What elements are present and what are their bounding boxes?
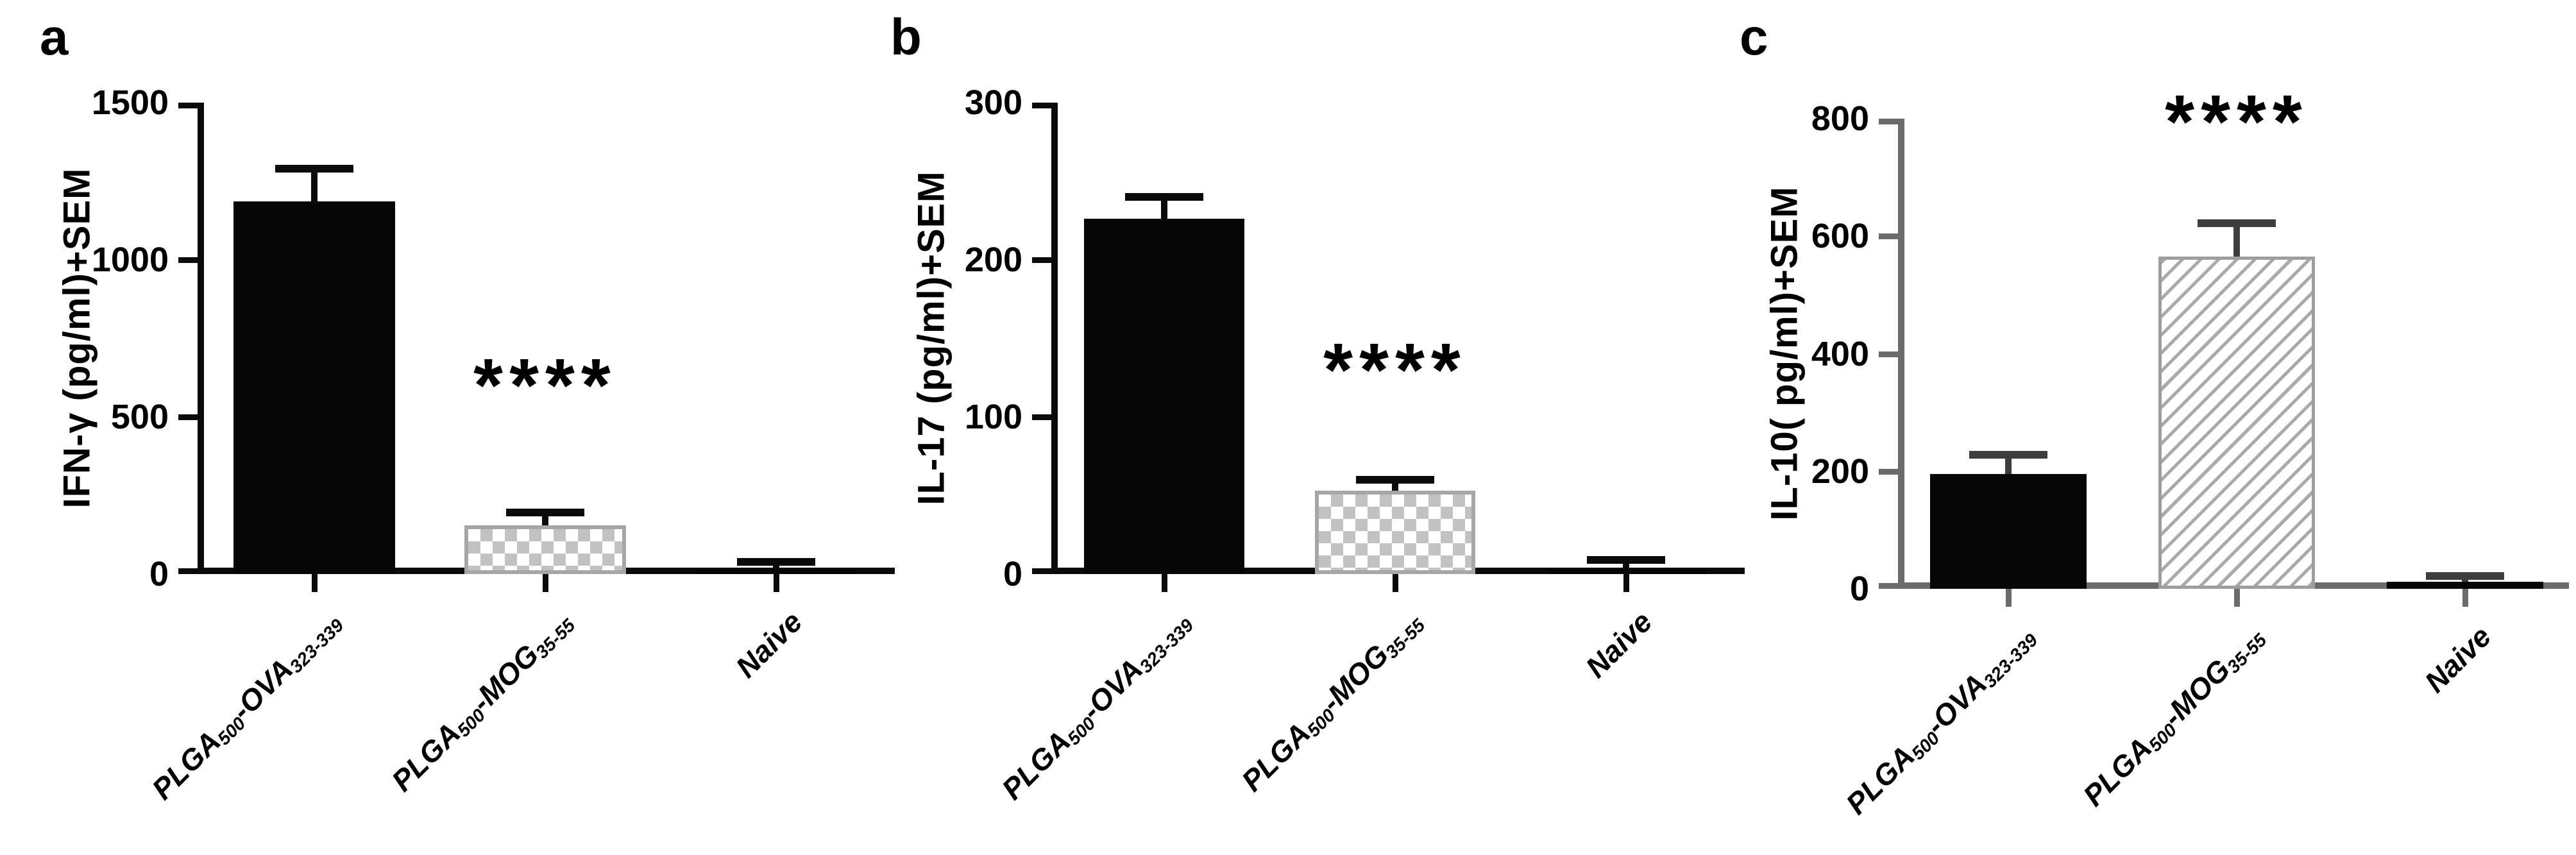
panel-c-category-label-1: PLGA500-MOG35-55 <box>2076 630 2271 813</box>
panel-b-x-tick-2 <box>1623 574 1629 592</box>
panel-b-y-tick-0 <box>1032 568 1051 574</box>
panel-a-bar-0 <box>233 201 395 574</box>
panel-b-y-tick-label-200: 200 <box>964 241 1022 279</box>
panel-a-y-tick-500 <box>178 414 198 420</box>
panel-b-plot-area: 0 100 200 300 PLGA500-OVA323-339 PLGA500-MOG3… <box>965 85 1745 806</box>
panel-b-y-tick-label-0: 0 <box>1003 555 1022 593</box>
panel-c-x-tick-2 <box>2462 589 2468 607</box>
panel-c-y-tick-label-600: 600 <box>1811 217 1869 256</box>
panel-c-significance-asterisks: **** <box>2165 79 2309 164</box>
panel-b-y-tick-label-300: 300 <box>964 83 1022 122</box>
panel-b-y-tick-100 <box>1032 414 1051 420</box>
panel-b-x-tick-1 <box>1393 574 1398 592</box>
panel-c-y-tick-200 <box>1879 468 1898 475</box>
panel-a-y-tick-1500 <box>178 103 198 108</box>
panel-c-error-stem-0 <box>2005 455 2012 475</box>
panel-a-y-tick-label-0: 0 <box>149 555 169 593</box>
panel-b-significance-asterisks: **** <box>1323 327 1467 412</box>
panel-c-bar-1 <box>2158 257 2315 589</box>
panel-a-letter: a <box>40 8 69 65</box>
panel-a-y-tick-label-1500: 1500 <box>91 83 169 122</box>
panel-b-bar-0 <box>1084 219 1244 574</box>
panel-a-x-tick-2 <box>774 574 779 592</box>
panel-c-letter: c <box>1740 8 1768 65</box>
panel-c-error-stem-1 <box>2233 223 2240 257</box>
panel-a-error-cap-2 <box>737 558 815 566</box>
panel-a-bar-2 <box>695 568 857 574</box>
panel-a-error-stem-0 <box>311 168 318 202</box>
panel-b-y-tick-300 <box>1032 103 1051 108</box>
panel-c-y-tick-label-0: 0 <box>1849 570 1869 608</box>
panel-c-y-axis-spine <box>1898 119 1904 589</box>
panel-b-x-tick-0 <box>1162 574 1167 592</box>
panel-c-bar-2 <box>2387 582 2543 589</box>
panel-b-y-tick-label-100: 100 <box>964 398 1022 436</box>
panel-a-error-stem-1 <box>542 512 548 526</box>
panel-c-y-tick-800 <box>1879 119 1898 124</box>
panel-c-y-tick-600 <box>1879 233 1898 240</box>
panel-a-y-tick-label-1000: 1000 <box>91 241 169 279</box>
panel-b-y-axis-spine <box>1051 103 1058 574</box>
panel-c-error-cap-0 <box>1969 451 2047 459</box>
panel-b-error-stem-2 <box>1623 559 1629 568</box>
panel-a-y-tick-label-500: 500 <box>110 398 169 436</box>
panel-b-letter: b <box>890 8 922 65</box>
panel-a-y-tick-1000 <box>178 257 198 263</box>
panel-c-error-cap-1 <box>2198 219 2276 228</box>
panel-c-x-tick-0 <box>2006 589 2012 607</box>
panel-b-y-tick-200 <box>1032 257 1051 263</box>
panel-a-plot-area: 0 500 1000 1500 PLGA500-OVA323-339 PLGA500-MO… <box>92 85 895 806</box>
panel-c-category-label-2: Naive <box>2418 619 2498 699</box>
panel-c-plot-area: 0 200 400 600 800 PLGA500-OVA323-339 PLGA500-M… <box>1811 84 2569 821</box>
panel-b-error-stem-0 <box>1161 197 1167 219</box>
panel-a-x-tick-1 <box>543 574 548 592</box>
panel-b-error-cap-2 <box>1587 555 1665 564</box>
panel-c-y-tick-label-400: 400 <box>1811 334 1869 373</box>
panel-a-bar-1 <box>464 525 626 574</box>
panel-b-bar-1 <box>1315 491 1475 574</box>
panel-c-y-tick-label-200: 200 <box>1811 452 1869 491</box>
panel-b-error-stem-1 <box>1392 480 1398 491</box>
panel-b-error-cap-0 <box>1125 193 1203 201</box>
panel-a-error-cap-0 <box>275 164 353 173</box>
panel-c-x-tick-1 <box>2234 589 2240 607</box>
panel-a-x-tick-0 <box>312 574 318 592</box>
panel-a-error-cap-1 <box>506 509 584 517</box>
panel-c-y-tick-0 <box>1879 583 1898 589</box>
panel-a-y-tick-0 <box>178 568 198 574</box>
panel-b-error-cap-1 <box>1356 476 1434 484</box>
panel-c-bar-0 <box>1930 474 2087 589</box>
panel-b-bar-2 <box>1546 568 1706 574</box>
panel-a-y-axis-spine <box>198 103 204 574</box>
panel-c-error-cap-2 <box>2426 571 2504 580</box>
panel-c-category-label-0: PLGA500-OVA323-339 <box>1839 630 2042 821</box>
panel-a-significance-asterisks: **** <box>473 343 617 428</box>
panel-c-y-tick-label-800: 800 <box>1811 99 1869 138</box>
panel-c-y-tick-400 <box>1879 351 1898 357</box>
